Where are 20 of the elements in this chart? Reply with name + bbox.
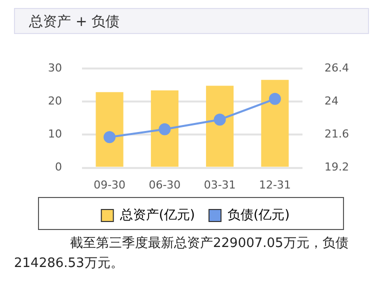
legend-label: 负债(亿元) bbox=[228, 208, 290, 223]
legend-label: 总资产(亿元) bbox=[118, 208, 196, 223]
text: 截至第三季度最新总资产229007.05万元，负债214286.53万元。 bbox=[13, 235, 350, 273]
x-tick-label: 06-30 bbox=[148, 178, 181, 192]
y2-tick-label: 19.2 bbox=[324, 160, 350, 174]
y-tick-label: 0 bbox=[54, 160, 62, 174]
point bbox=[268, 92, 281, 105]
x-tick-label: 09-30 bbox=[94, 178, 126, 192]
y-tick-label: 30 bbox=[48, 61, 62, 74]
point bbox=[104, 131, 116, 144]
y-tick-label: 10 bbox=[48, 128, 62, 141]
x-tick-label: 12-31 bbox=[258, 178, 291, 192]
chart-title: 总资产 + 负债 bbox=[14, 8, 369, 34]
y-tick-label: 20 bbox=[48, 94, 62, 108]
point bbox=[214, 114, 226, 126]
x-tick-label: 03-31 bbox=[204, 178, 236, 192]
y2-tick-label: 26.4 bbox=[324, 61, 350, 74]
y2-tick-label: 24 bbox=[324, 94, 339, 108]
y2-tick-label: 21.6 bbox=[324, 128, 350, 141]
point bbox=[158, 123, 171, 136]
